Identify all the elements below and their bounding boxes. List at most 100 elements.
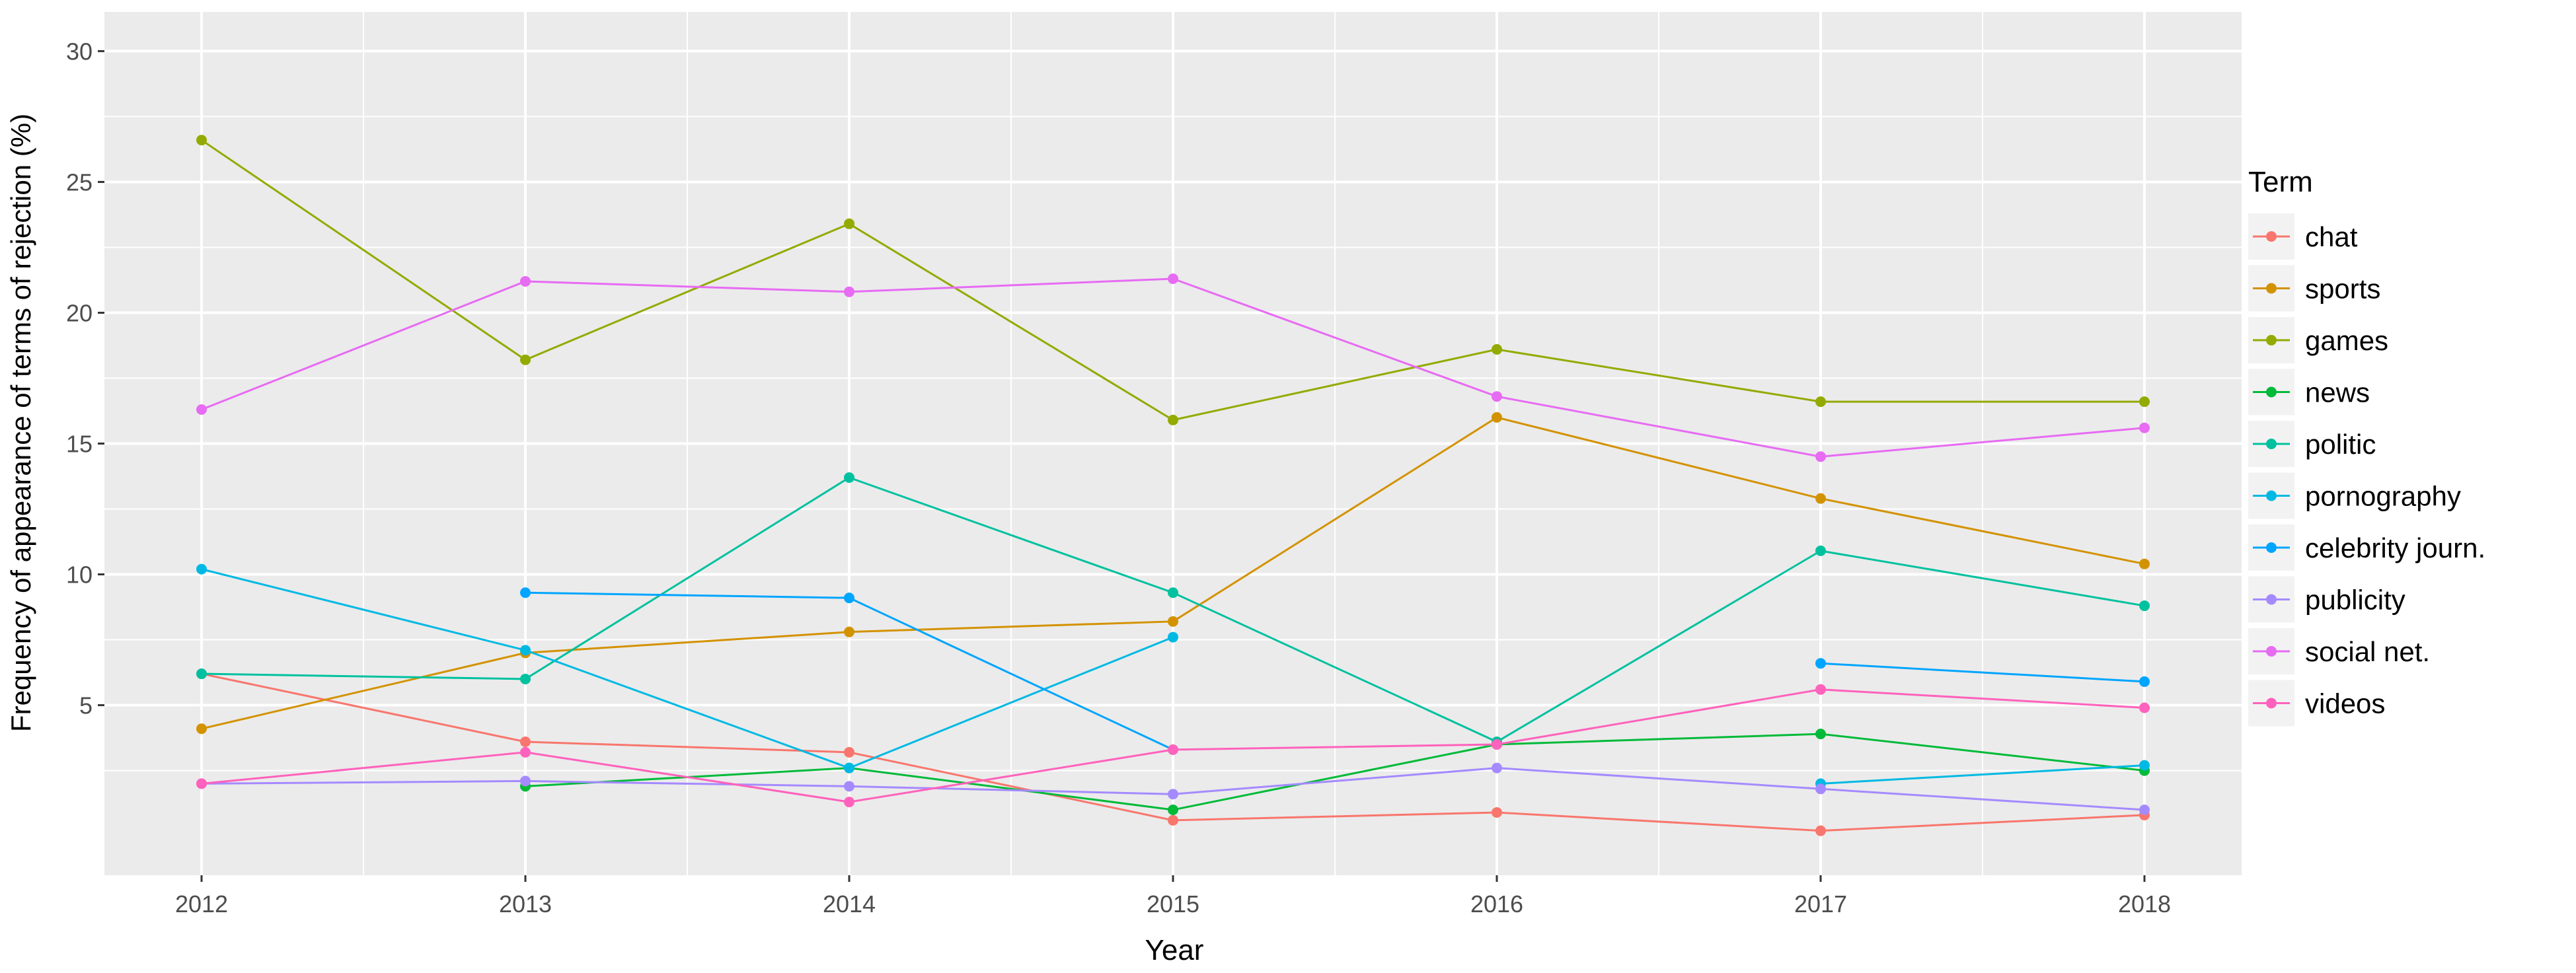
data-point-pornography [196, 563, 207, 575]
legend-key-point-chat [2266, 231, 2277, 242]
data-point-sports [844, 626, 854, 637]
legend-key-point-publicity [2266, 594, 2277, 605]
data-point-publicity [2139, 804, 2150, 815]
x-tick-label: 2015 [1147, 890, 1199, 918]
data-point-politic [844, 472, 854, 483]
data-point-politic [1815, 545, 1826, 556]
y-tick-label: 20 [66, 299, 93, 326]
data-point-publicity [1168, 789, 1178, 800]
data-point-games [844, 218, 854, 229]
data-point-chat [1815, 825, 1826, 836]
x-tick-label: 2016 [1470, 890, 1523, 918]
series-line-celebrity-journ [1820, 662, 2145, 683]
data-point-games [2139, 396, 2150, 408]
legend-key-point-videos [2266, 698, 2277, 709]
data-point-social-net [1492, 391, 1502, 402]
series-line-pornography [201, 568, 1174, 770]
y-axis-title: Frequency of appearance of terms of reje… [5, 114, 36, 732]
legend-title: Term [2248, 166, 2313, 198]
data-point-news [1168, 804, 1178, 815]
data-point-videos [1492, 739, 1502, 750]
data-point-videos [520, 746, 531, 758]
y-tick-label: 30 [66, 38, 93, 65]
data-point-social-net [2139, 422, 2150, 433]
data-point-pornography [520, 645, 531, 656]
data-point-publicity [1492, 762, 1502, 774]
data-point-publicity [844, 781, 854, 792]
data-point-videos [1168, 744, 1178, 755]
data-point-chat [844, 746, 854, 758]
legend-label-politic: politic [2305, 429, 2376, 460]
x-axis-title: Year [1145, 934, 1204, 966]
legend-key-point-politic [2266, 439, 2277, 449]
series-layer [196, 135, 2150, 836]
data-point-games [196, 135, 207, 146]
data-point-politic [1168, 587, 1178, 598]
data-point-publicity [520, 775, 531, 787]
data-point-social-net [1168, 273, 1178, 284]
x-tick-label: 2017 [1794, 890, 1847, 918]
data-point-politic [520, 673, 531, 684]
data-point-videos [1815, 684, 1826, 695]
data-point-celebrity-journ [2139, 676, 2150, 687]
data-point-videos [196, 778, 207, 789]
data-point-celebrity-journ [844, 593, 854, 604]
data-point-pornography [844, 762, 854, 774]
data-point-social-net [196, 404, 207, 415]
data-point-games [1815, 396, 1826, 408]
x-tick-label: 2014 [823, 890, 876, 918]
data-point-videos [844, 797, 854, 808]
data-point-politic [196, 668, 207, 680]
legend-label-pornography: pornography [2305, 481, 2461, 512]
legend-key-point-news [2266, 386, 2277, 398]
legend-label-celebrity-journ: celebrity journ. [2305, 532, 2485, 563]
y-tick-label: 15 [66, 431, 93, 458]
series-line-pornography [1820, 764, 2145, 785]
data-point-videos [2139, 702, 2150, 713]
legend: chat sports games news politic pornography cel… [2248, 213, 2485, 727]
data-point-celebrity-journ [1815, 658, 1826, 669]
legend-label-news: news [2305, 377, 2370, 408]
data-point-sports [1815, 493, 1826, 504]
y-tick-label: 25 [66, 168, 93, 196]
legend-key-point-pornography [2266, 490, 2277, 501]
x-tick-label: 2018 [2118, 890, 2171, 918]
series-line-news [525, 733, 2145, 811]
plot-panel [104, 12, 2242, 875]
legend-key-point-social-net [2266, 646, 2277, 657]
legend-label-chat: chat [2305, 221, 2358, 252]
data-point-politic [2139, 600, 2150, 612]
data-point-pornography [1168, 631, 1178, 643]
data-point-chat [520, 737, 531, 748]
legend-key-point-sports [2266, 283, 2277, 294]
data-point-sports [196, 723, 207, 735]
data-point-news [1815, 729, 1826, 740]
data-point-chat [1168, 814, 1178, 826]
data-point-social-net [520, 275, 531, 287]
legend-key-point-games [2266, 335, 2277, 345]
data-point-social-net [1815, 451, 1826, 462]
y-tick-label: 5 [79, 692, 93, 719]
data-point-celebrity-journ [520, 587, 531, 598]
legend-label-publicity: publicity [2305, 585, 2406, 616]
axes: 2012 2013 2014 2015 2016 2017 2018 5 10 15 20 25 30 [66, 38, 2171, 918]
y-axis-title-group: Frequency of appearance of terms of reje… [5, 114, 36, 732]
legend-key-point-celebrity-journ [2266, 542, 2277, 553]
x-tick-label: 2012 [175, 890, 228, 918]
legend-label-sports: sports [2305, 273, 2380, 305]
x-tick-label: 2013 [499, 890, 552, 918]
y-tick-label: 10 [66, 561, 93, 589]
data-point-sports [2139, 558, 2150, 569]
data-point-games [1492, 343, 1502, 355]
legend-label-social-net: social net. [2305, 636, 2430, 667]
data-point-social-net [844, 286, 854, 297]
legend-label-games: games [2305, 325, 2388, 356]
data-point-games [520, 354, 531, 365]
data-point-sports [1168, 616, 1178, 627]
data-point-games [1168, 414, 1178, 425]
data-point-publicity [1815, 783, 1826, 795]
data-point-pornography [2139, 760, 2150, 771]
data-point-sports [1492, 412, 1502, 423]
